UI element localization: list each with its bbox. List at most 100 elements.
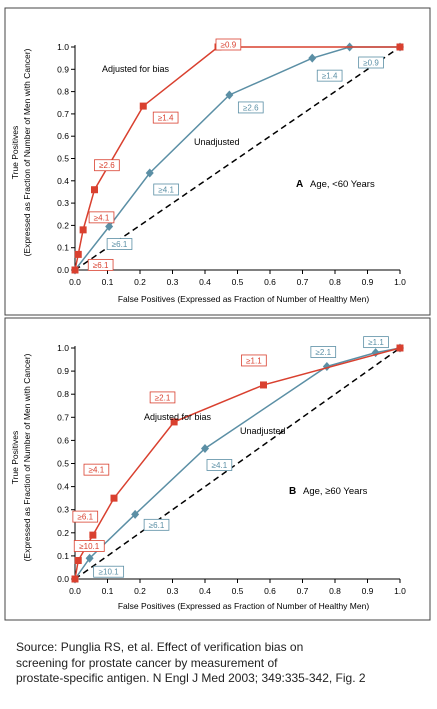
unadjusted-point-marker xyxy=(225,90,234,100)
x-tick-label: 0.1 xyxy=(102,277,114,287)
y-tick-label: 0.8 xyxy=(57,87,69,97)
y-tick-label: 0.0 xyxy=(57,265,69,275)
adjusted-threshold-label: ≥4.1 xyxy=(94,213,110,222)
adjusted-point-marker xyxy=(396,43,404,51)
adjusted-threshold-label-box xyxy=(87,258,114,271)
unadjusted-threshold-label-box xyxy=(310,346,337,358)
caption-line: prostate-specific antigen. N Engl J Med … xyxy=(16,671,366,685)
adjusted-threshold-label-box xyxy=(149,391,176,404)
x-tick-label: 0.8 xyxy=(329,586,341,596)
unadjusted-point-marker xyxy=(131,509,140,519)
unadjusted-point-marker xyxy=(105,222,114,232)
panel-title: Age, <60 Years xyxy=(310,179,375,190)
adjusted-threshold-label-box xyxy=(241,354,267,367)
adjusted-threshold-label: ≥4.1 xyxy=(89,466,105,475)
adjusted-series-name: Adjusted for bias xyxy=(102,64,170,74)
unadjusted-threshold-label: ≥6.1 xyxy=(112,240,128,249)
adjusted-threshold-label: ≥6.1 xyxy=(93,261,109,270)
unadjusted-threshold-label: ≥1.1 xyxy=(368,338,384,347)
y-tick-label: 0.3 xyxy=(57,505,69,515)
adjusted-threshold-label: ≥10.1 xyxy=(79,542,100,551)
adjusted-point-marker xyxy=(260,381,267,389)
y-tick-label: 0.9 xyxy=(57,366,69,376)
y-tick-label: 0.2 xyxy=(57,528,69,538)
adjusted-series-name: Adjusted for bias xyxy=(144,412,212,422)
adjusted-point-marker xyxy=(79,226,87,234)
x-tick-label: 1.0 xyxy=(394,586,406,596)
panel-title: Age, ≥60 Years xyxy=(303,486,368,497)
x-tick-label: 0.0 xyxy=(69,277,81,287)
adjusted-threshold-label: ≥6.1 xyxy=(78,513,94,522)
adjusted-threshold-label-box xyxy=(83,463,110,476)
adjusted-threshold-label: ≥0.9 xyxy=(221,41,237,50)
adjusted-threshold-label-box xyxy=(215,38,242,51)
x-tick-label: 0.3 xyxy=(167,586,179,596)
unadjusted-threshold-label-box xyxy=(153,183,179,196)
unadjusted-threshold-label-box xyxy=(316,69,343,82)
y-tick-label: 1.0 xyxy=(57,343,69,353)
caption-line: Source: Punglia RS, et al. Effect of ver… xyxy=(16,640,304,654)
source-caption: Source: Punglia RS, et al. Effect of ver… xyxy=(16,640,426,687)
unadjusted-threshold-label: ≥4.1 xyxy=(212,461,228,470)
unadjusted-threshold-label-box xyxy=(143,518,170,531)
unadjusted-threshold-label: ≥6.1 xyxy=(149,521,165,530)
unadjusted-threshold-label-box xyxy=(237,101,264,114)
y-tick-label: 0.9 xyxy=(57,64,69,74)
x-tick-label: 0.9 xyxy=(362,277,374,287)
adjusted-point-marker xyxy=(110,494,118,502)
adjusted-threshold-label: ≥2.1 xyxy=(155,393,171,402)
panel-label: B xyxy=(289,486,296,497)
x-axis-title: False Positives (Expressed as Fraction o… xyxy=(118,601,369,611)
x-tick-label: 0.4 xyxy=(199,586,211,596)
figure: 0.0 0.1 0.2 0.3 0.4 0.5 0.6 0.7 0.8 0.9 1.0 0.0 0.1 0… xyxy=(4,7,431,621)
x-tick-label: 0.1 xyxy=(102,586,114,596)
x-tick-label: 0.9 xyxy=(362,586,374,596)
x-tick-label: 0.4 xyxy=(199,277,211,287)
unadjusted-threshold-label: ≥2.1 xyxy=(316,348,332,357)
y-tick-label: 0.6 xyxy=(57,435,69,445)
panel-label: A xyxy=(296,179,303,190)
x-tick-label: 0.6 xyxy=(264,586,276,596)
adjusted-point-marker xyxy=(74,250,82,258)
adjusted-point-marker xyxy=(71,575,79,583)
adjusted-point-marker xyxy=(71,266,79,274)
y-tick-label: 1.0 xyxy=(57,42,69,52)
unadjusted-point-marker xyxy=(201,443,209,453)
y-tick-label: 0.8 xyxy=(57,389,69,399)
adjusted-threshold-label-box xyxy=(152,111,179,124)
x-tick-label: 0.0 xyxy=(69,586,81,596)
x-axis-title: False Positives (Expressed as Fraction o… xyxy=(118,294,369,304)
y-tick-label: 0.3 xyxy=(57,198,69,208)
figure-svg: 0.0 0.1 0.2 0.3 0.4 0.5 0.6 0.7 0.8 0.9 1.0 0.0 0.1 0… xyxy=(4,7,431,621)
x-tick-label: 0.8 xyxy=(329,277,341,287)
x-tick-label: 0.7 xyxy=(297,277,309,287)
reference-line xyxy=(74,347,401,580)
adjusted-point-marker xyxy=(139,102,147,110)
panel-frame xyxy=(4,7,431,316)
unadjusted-threshold-label-box xyxy=(106,238,133,250)
adjusted-point-marker xyxy=(74,557,82,565)
unadjusted-threshold-label: ≥0.9 xyxy=(363,59,379,68)
unadjusted-threshold-label-box xyxy=(358,56,384,69)
unadjusted-point-marker xyxy=(145,168,154,178)
caption-line: screening for prostate cancer by measure… xyxy=(16,655,278,670)
unadjusted-series-line xyxy=(74,347,401,580)
x-tick-label: 1.0 xyxy=(394,277,406,287)
unadjusted-threshold-label-box xyxy=(206,459,233,471)
y-tick-label: 0.0 xyxy=(57,574,69,584)
y-tick-label: 0.4 xyxy=(57,176,69,186)
x-tick-label: 0.5 xyxy=(232,277,244,287)
unadjusted-threshold-label-box xyxy=(363,336,389,349)
panel-frame xyxy=(4,317,431,621)
adjusted-threshold-label-box xyxy=(73,540,105,552)
adjusted-point-marker xyxy=(89,531,97,539)
x-tick-label: 0.7 xyxy=(297,586,309,596)
adjusted-threshold-label: ≥1.4 xyxy=(158,114,174,123)
adjusted-threshold-label-box xyxy=(88,211,115,224)
y-axis-title: True Positives xyxy=(10,126,20,180)
unadjusted-series-name: Unadjusted xyxy=(240,426,286,436)
y-tick-label: 0.1 xyxy=(57,243,69,253)
y-tick-label: 0.5 xyxy=(57,154,69,164)
x-tick-label: 0.3 xyxy=(167,277,179,287)
x-tick-label: 0.5 xyxy=(232,586,244,596)
